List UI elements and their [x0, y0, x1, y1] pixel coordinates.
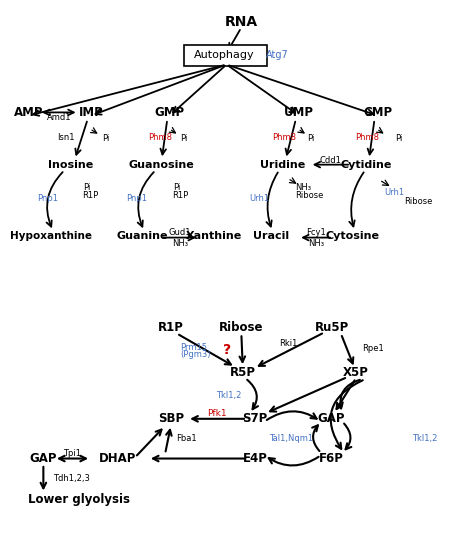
Text: Cytosine: Cytosine — [325, 231, 379, 241]
Text: Phm8: Phm8 — [356, 133, 380, 142]
Text: RNA: RNA — [225, 15, 258, 29]
Text: F6P: F6P — [319, 452, 344, 465]
Text: Pi: Pi — [308, 134, 315, 143]
Text: Guanosine: Guanosine — [129, 160, 195, 170]
Text: Ribose: Ribose — [295, 191, 323, 200]
Text: SBP: SBP — [158, 412, 184, 426]
Text: Hypoxanthine: Hypoxanthine — [10, 231, 92, 241]
Text: Rki1: Rki1 — [279, 339, 298, 348]
FancyBboxPatch shape — [183, 45, 267, 66]
Text: Guanine: Guanine — [117, 231, 168, 241]
Text: Urh1: Urh1 — [249, 194, 269, 203]
Text: Tkl1,2: Tkl1,2 — [216, 391, 241, 400]
Text: Phm8: Phm8 — [148, 133, 172, 142]
Text: Ribose: Ribose — [404, 197, 433, 206]
Text: Pi: Pi — [173, 183, 181, 192]
Text: GMP: GMP — [155, 106, 185, 119]
Text: AMP: AMP — [14, 106, 43, 119]
Text: NH₃: NH₃ — [295, 183, 311, 192]
Text: Fba1: Fba1 — [177, 434, 197, 444]
Text: Cytidine: Cytidine — [340, 160, 392, 170]
Text: GAP: GAP — [29, 452, 57, 465]
Text: ?: ? — [223, 342, 231, 357]
Text: Ru5P: Ru5P — [314, 322, 349, 334]
Text: NH₃: NH₃ — [308, 238, 324, 248]
Text: E4P: E4P — [243, 452, 268, 465]
Text: Isn1: Isn1 — [57, 133, 75, 142]
Text: S7P: S7P — [243, 412, 268, 426]
Text: IMP: IMP — [79, 106, 103, 119]
Text: Pnp1: Pnp1 — [37, 194, 58, 203]
Text: NH₃: NH₃ — [172, 238, 188, 248]
Text: Phm8: Phm8 — [273, 133, 296, 142]
Text: Autophagy: Autophagy — [193, 50, 254, 60]
Text: Tal1,Nqm1: Tal1,Nqm1 — [269, 434, 313, 444]
Text: Ribose: Ribose — [219, 322, 264, 334]
Text: Lower glyolysis: Lower glyolysis — [27, 493, 129, 506]
Text: Cdd1: Cdd1 — [319, 156, 342, 165]
Text: Gud1: Gud1 — [169, 228, 191, 237]
Text: R1P: R1P — [172, 191, 188, 200]
Text: CMP: CMP — [363, 106, 392, 119]
Text: R1P: R1P — [82, 191, 98, 200]
Text: Pi: Pi — [395, 134, 402, 143]
Text: R5P: R5P — [230, 366, 256, 379]
Text: Pi: Pi — [180, 134, 188, 143]
Text: Urh1: Urh1 — [384, 189, 404, 197]
Text: (Pgm3): (Pgm3) — [180, 350, 211, 359]
Text: Prm15: Prm15 — [180, 343, 207, 352]
Text: Pi: Pi — [83, 183, 91, 192]
Text: Tpi1: Tpi1 — [64, 449, 82, 458]
Text: Fcy1: Fcy1 — [306, 228, 326, 237]
Text: UMP: UMP — [284, 106, 314, 119]
Text: Xanthine: Xanthine — [185, 231, 242, 241]
Text: R1P: R1P — [158, 322, 184, 334]
Text: Tdh1,2,3: Tdh1,2,3 — [53, 474, 90, 482]
Text: Atg7: Atg7 — [266, 50, 289, 60]
Text: GAP: GAP — [318, 412, 345, 426]
Text: Pnp1: Pnp1 — [127, 194, 147, 203]
Text: DHAP: DHAP — [99, 452, 136, 465]
Text: Tkl1,2: Tkl1,2 — [412, 434, 438, 444]
Text: Inosine: Inosine — [47, 160, 93, 170]
Text: Pi: Pi — [101, 134, 109, 143]
Text: X5P: X5P — [343, 366, 369, 379]
Text: Uridine: Uridine — [260, 160, 306, 170]
Text: Rpe1: Rpe1 — [363, 344, 384, 353]
Text: Amd1: Amd1 — [47, 113, 72, 123]
Text: Uracil: Uracil — [253, 231, 290, 241]
Text: Pfk1: Pfk1 — [208, 409, 227, 418]
